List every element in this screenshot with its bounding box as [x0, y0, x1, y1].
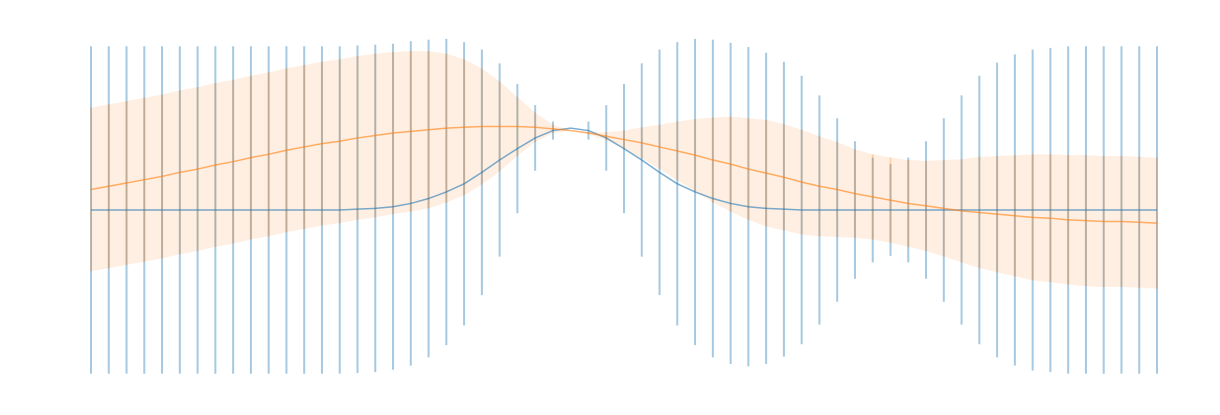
mean-line: [91, 127, 1157, 211]
mean-line: [90, 125, 1158, 224]
error-band: [91, 51, 1157, 289]
